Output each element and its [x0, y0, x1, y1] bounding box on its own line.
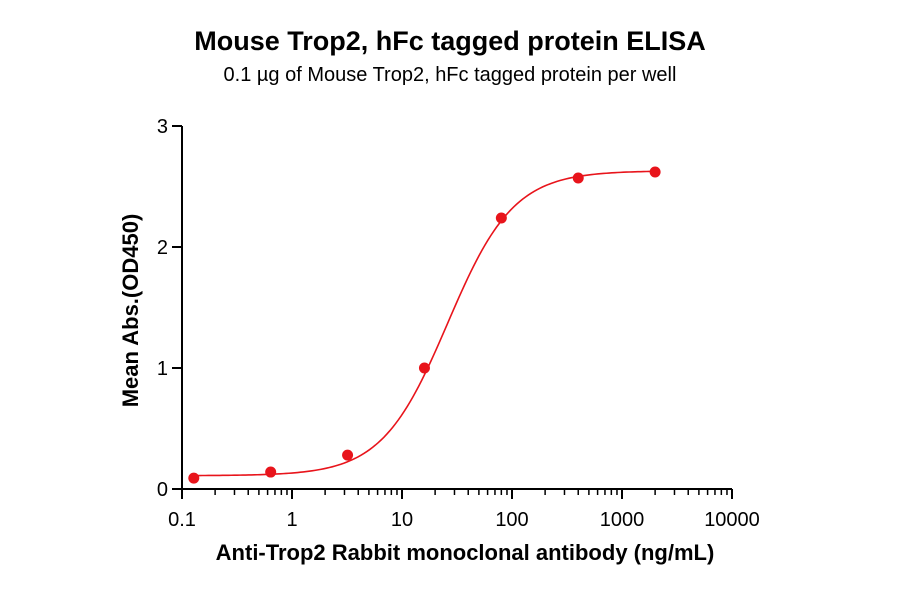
x-tick-label: 1	[286, 509, 297, 531]
y-ticks: 0 1 2 3	[157, 116, 182, 501]
x-tick-label: 10	[391, 509, 413, 531]
y-tick-label: 3	[157, 116, 168, 138]
data-point	[649, 166, 661, 178]
y-tick-label: 2	[157, 237, 168, 259]
data-point	[495, 212, 507, 224]
data-point	[265, 466, 277, 478]
data-point	[188, 472, 200, 484]
x-axis-title: Anti-Trop2 Rabbit monoclonal antibody (n…	[216, 540, 715, 565]
x-tick-label: 10000	[704, 509, 760, 531]
x-tick-label: 100	[495, 509, 528, 531]
x-tick-label: 0.1	[168, 509, 196, 531]
data-points	[188, 166, 661, 484]
chart-subtitle: 0.1 µg of Mouse Trop2, hFc tagged protei…	[223, 64, 677, 86]
data-point	[342, 449, 354, 461]
y-tick-label: 0	[157, 479, 168, 501]
chart-title: Mouse Trop2, hFc tagged protein ELISA	[194, 26, 706, 56]
fit-curve	[193, 170, 656, 477]
data-point	[418, 362, 430, 374]
y-axis-title: Mean Abs.(OD450)	[118, 214, 143, 408]
x-tick-label: 1000	[600, 509, 645, 531]
data-point	[572, 172, 584, 184]
y-tick-label: 1	[157, 358, 168, 380]
axes	[181, 126, 732, 490]
x-ticks: 0.1 1 10 100 1000 10000	[168, 489, 760, 531]
